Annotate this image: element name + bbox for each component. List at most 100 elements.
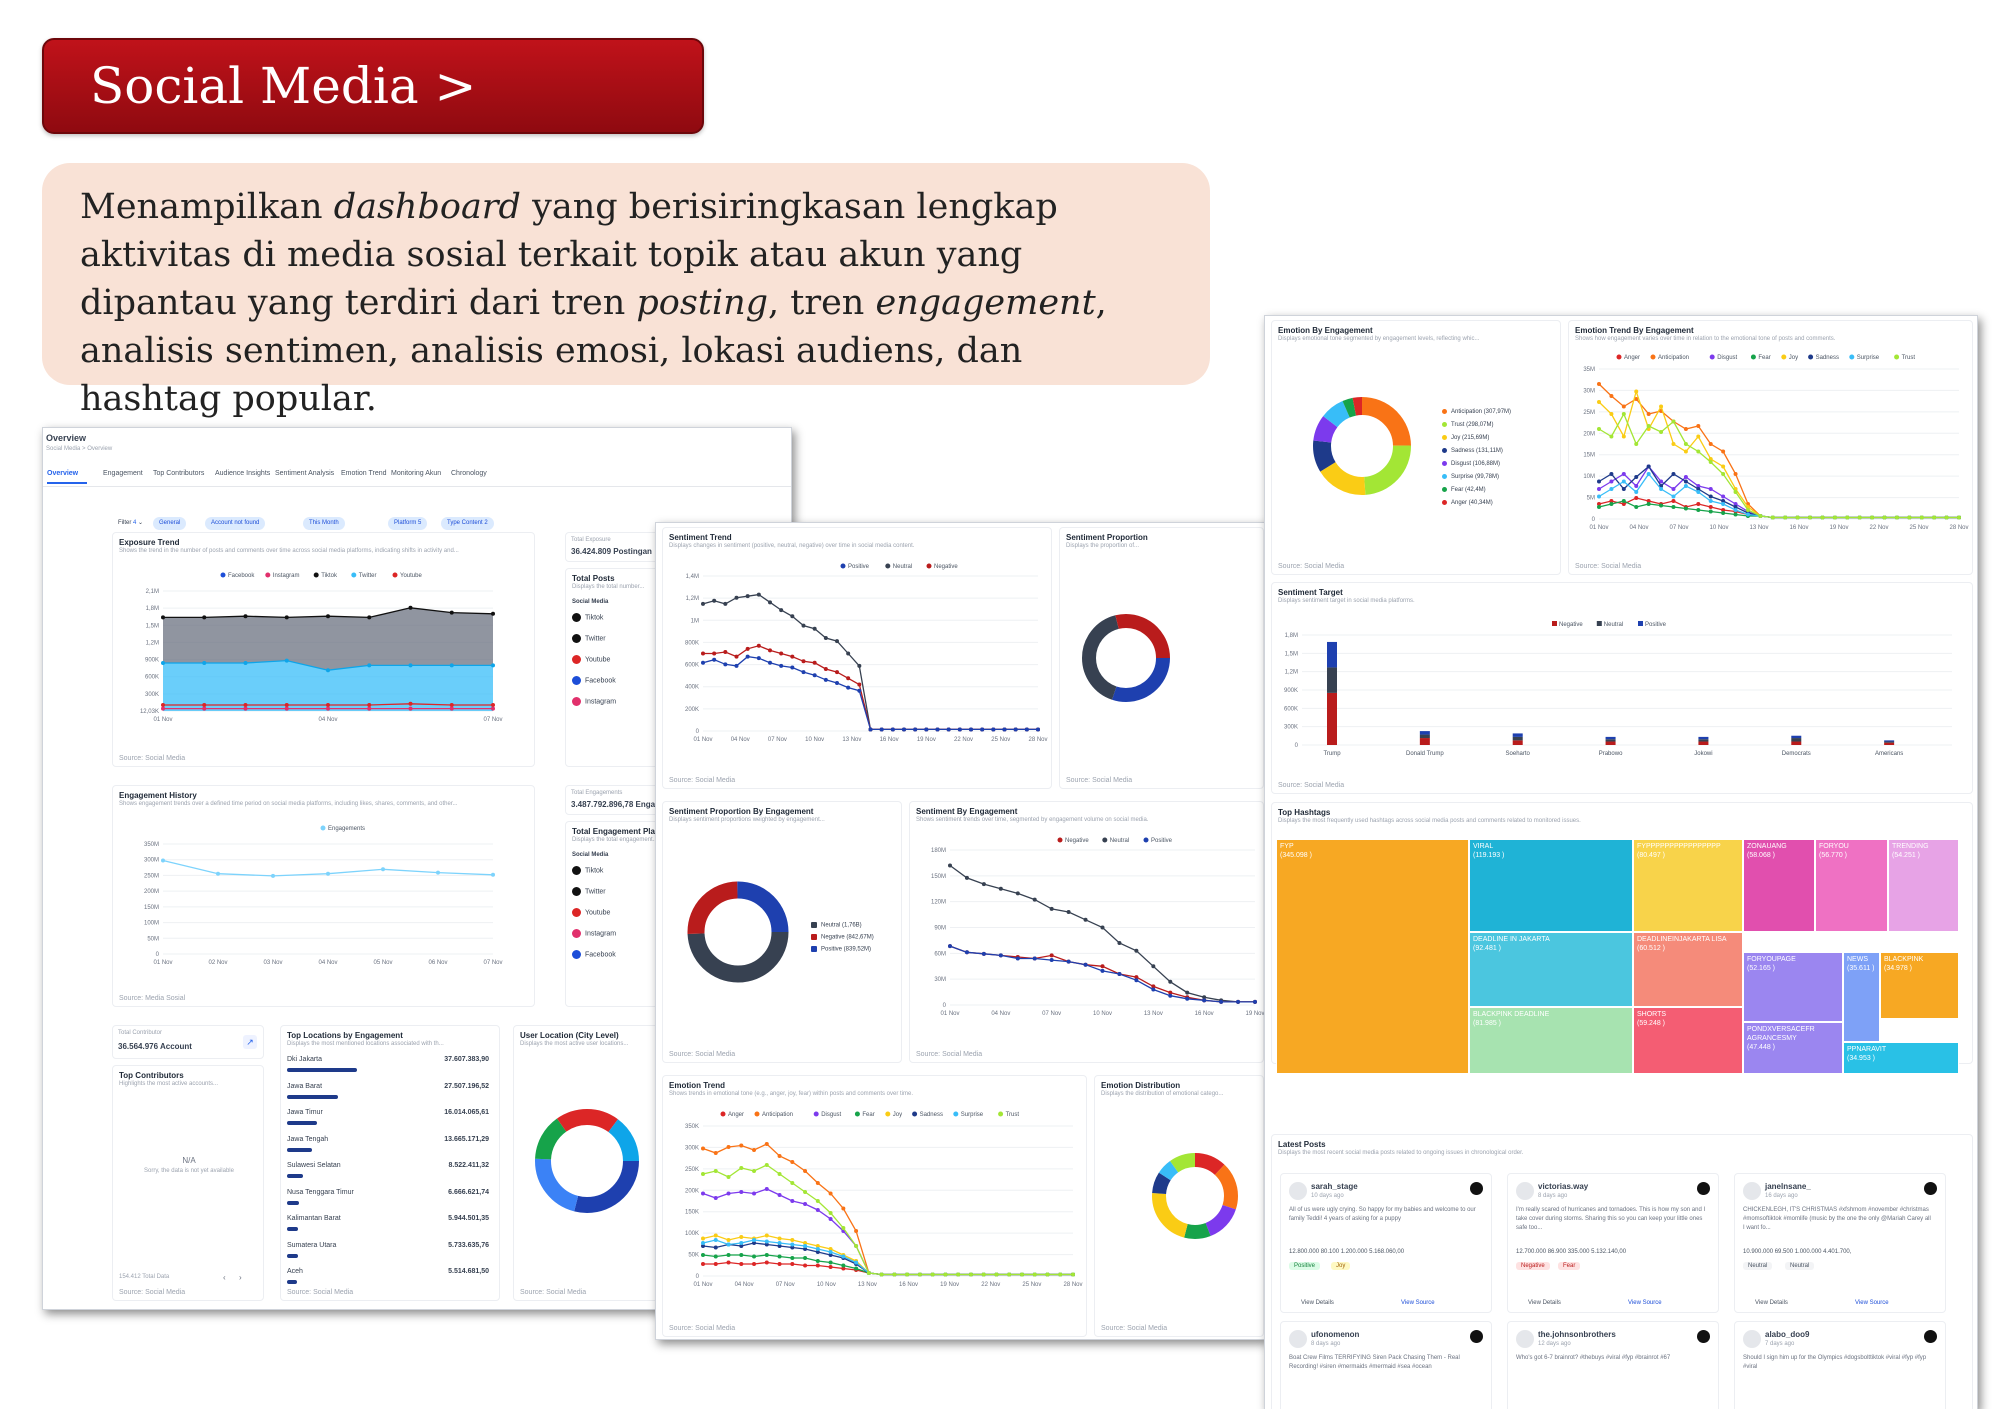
pagination-next-icon[interactable]: › xyxy=(239,1273,242,1282)
arrow-up-right-icon[interactable]: ↗ xyxy=(243,1035,257,1049)
pagination-prev-icon[interactable]: ‹ xyxy=(223,1273,226,1282)
description-text: Menampilkan dashboard yang berisiringkas… xyxy=(80,187,1107,419)
hashtag-tile[interactable]: PONDXVERSACEFR AGRANCESMY (47.448 ) xyxy=(1743,1022,1843,1074)
trust-point xyxy=(752,1169,757,1173)
trust-point xyxy=(1058,1272,1063,1277)
youtube-point xyxy=(367,703,372,707)
hashtag-tile[interactable]: DEADLINE IN JAKARTA (92.481 ) xyxy=(1469,932,1633,1007)
post-username: ufonomenon xyxy=(1311,1330,1360,1339)
view-source-button[interactable]: View Source xyxy=(1855,1300,1889,1306)
sadness-point xyxy=(790,1245,795,1250)
trust-point xyxy=(1007,1272,1012,1277)
hashtag-tile[interactable]: PPNARAVIT (34.953 ) xyxy=(1843,1042,1959,1074)
tiktok-area xyxy=(163,607,493,671)
filter-pill[interactable]: Platform 5 xyxy=(388,517,428,530)
hashtag-tile[interactable]: BLACKPINK (34.978 ) xyxy=(1880,952,1959,1019)
hashtag-tile[interactable]: FYP (345.098 ) xyxy=(1276,839,1469,1074)
sadness-point xyxy=(701,1244,705,1248)
tab-emotion-trend[interactable]: Emotion Trend xyxy=(341,470,387,477)
filter-pill[interactable]: General xyxy=(153,517,187,530)
hashtag-tile[interactable]: SHORTS (59.248 ) xyxy=(1633,1007,1743,1074)
tab-top-contributors[interactable]: Top Contributors xyxy=(153,470,205,477)
positive-point xyxy=(1049,958,1054,963)
legend-label: Twitter xyxy=(359,573,377,579)
disgust-point xyxy=(1733,502,1738,506)
fear-point xyxy=(777,1254,782,1259)
filter-pill[interactable]: Type Content 2 xyxy=(441,517,494,530)
legend-label: Negative xyxy=(1065,838,1089,844)
legend-item: Disgust (106,88M) xyxy=(1442,461,1500,467)
hashtag-tile[interactable]: TRENDING (54.251 ) xyxy=(1888,839,1959,932)
view-source-button[interactable]: View Source xyxy=(1628,1300,1662,1306)
instagram-point xyxy=(326,706,330,711)
x-tick: 16 Nov xyxy=(880,737,899,743)
trust-point xyxy=(1609,434,1614,439)
legend-item: Neutral (1,76B) xyxy=(811,922,862,929)
engagement-point xyxy=(436,870,440,875)
trust-point xyxy=(866,1271,871,1275)
tiktok-icon xyxy=(1470,1182,1483,1195)
filter-pill[interactable]: Account not found xyxy=(205,517,266,530)
view-source-button[interactable]: View Source xyxy=(1401,1300,1435,1306)
trust-point xyxy=(1671,419,1676,424)
hashtag-tile[interactable]: DEADLINEINJAKARTA LISA (60.512 ) xyxy=(1633,932,1743,1007)
y-tick: 300K xyxy=(1284,725,1298,731)
tab-engagement[interactable]: Engagement xyxy=(103,470,143,477)
post-username: victorias.way xyxy=(1538,1182,1589,1191)
legend-swatch xyxy=(998,1111,1004,1117)
view-details-button[interactable]: View Details xyxy=(1528,1300,1561,1306)
fear-point xyxy=(1609,502,1614,506)
hashtag-tile[interactable]: NEWS (35.611 ) xyxy=(1843,952,1880,1042)
tab-overview[interactable]: Overview xyxy=(47,470,79,477)
location-bar xyxy=(287,1227,299,1231)
legend-swatch xyxy=(1616,354,1622,360)
hashtag-tile[interactable]: FORYOU (56.770 ) xyxy=(1815,839,1888,932)
filter-button[interactable]: Filter 4 ⌄ xyxy=(118,520,144,526)
trust-point xyxy=(1832,515,1837,520)
hashtag-name: DEADLINEINJAKARTA LISA xyxy=(1637,936,1727,943)
legend-label: Positive xyxy=(1151,838,1173,844)
sentiment-badge: Negative xyxy=(1516,1262,1550,1270)
x-tick: 19 Nov xyxy=(940,1282,959,1288)
legend-label: Anger xyxy=(1624,355,1640,361)
anticipation-point xyxy=(1621,404,1626,409)
y-tick: 20M xyxy=(1583,431,1595,437)
surprise-point xyxy=(726,1242,731,1247)
legend-item: Surprise (99,78M) xyxy=(1442,474,1499,480)
hashtag-tile[interactable]: FYPPPPPPPPPPPPPPPP (80.497 ) xyxy=(1633,839,1743,932)
anticipation-point xyxy=(1609,394,1614,398)
twitter-point xyxy=(243,661,248,665)
instagram-point xyxy=(202,706,207,711)
hashtag-tile[interactable]: ZONAUANG (58.068 ) xyxy=(1743,839,1815,932)
fear-point xyxy=(1671,505,1676,509)
y-tick: 300M xyxy=(144,858,159,864)
legend-swatch xyxy=(1750,354,1756,360)
hashtag-tile[interactable]: BLACKPINK DEADLINE (81.985 ) xyxy=(1469,1007,1633,1074)
emotion-engagement-donut xyxy=(1313,397,1411,495)
hashtag-tile[interactable]: VIRAL (119.193 ) xyxy=(1469,839,1633,932)
tab-chronology[interactable]: Chronology xyxy=(451,470,487,477)
disgust-point xyxy=(726,1191,731,1196)
legend-swatch xyxy=(1709,354,1715,360)
post-text: CHICKENLEGH, IT'S CHRISTMAS #xfshmom #no… xyxy=(1743,1207,1931,1231)
surprise-point xyxy=(777,1241,782,1245)
bar-segment xyxy=(1791,738,1802,742)
view-details-button[interactable]: View Details xyxy=(1301,1300,1334,1306)
donut-slice xyxy=(1313,397,1411,495)
y-tick: 800K xyxy=(685,640,699,646)
negative-point xyxy=(1168,990,1173,995)
tab-sentiment-analysis[interactable]: Sentiment Analysis xyxy=(275,470,335,477)
tab-audience-insights[interactable]: Audience Insights xyxy=(215,470,271,477)
tab-monitoring-akun[interactable]: Monitoring Akun xyxy=(391,470,442,477)
x-tick: 04 Nov xyxy=(735,1282,754,1288)
legend-swatch xyxy=(811,922,817,928)
filter-pill[interactable]: This Month xyxy=(303,517,345,530)
legend-item: Joy (215,69M) xyxy=(1442,435,1489,441)
joy-point xyxy=(1597,400,1601,404)
negative-point xyxy=(756,643,761,648)
hashtag-tile[interactable]: FORYOUPAGE (52.165 ) xyxy=(1743,952,1843,1022)
fear-point xyxy=(1721,511,1726,515)
view-details-button[interactable]: View Details xyxy=(1755,1300,1788,1306)
anger-point xyxy=(1696,502,1701,506)
location-name: Kalimantan Barat xyxy=(287,1215,341,1222)
